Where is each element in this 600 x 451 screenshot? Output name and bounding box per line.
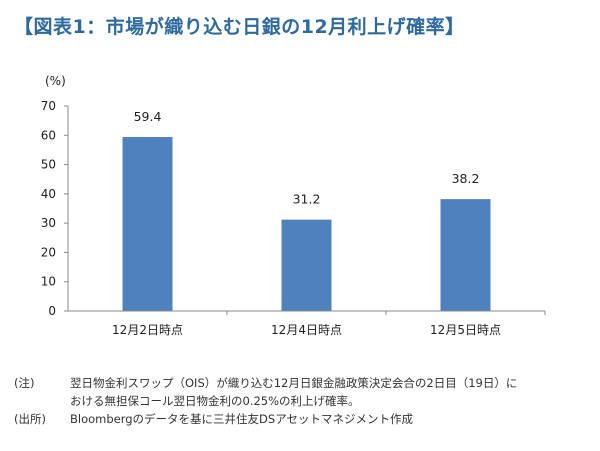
y-axis: 0 10 20 30 40 50 60 70 — [41, 99, 69, 318]
y-tick-label: 20 — [41, 245, 56, 259]
y-tick-label: 0 — [48, 304, 56, 318]
y-tick-label: 50 — [41, 158, 56, 172]
bar — [440, 199, 491, 311]
y-axis-unit-label: (%) — [45, 74, 66, 88]
x-category-label: 12月4日時点 — [271, 323, 342, 337]
source-key: (出所) — [14, 412, 46, 426]
y-tick-label: 30 — [41, 216, 56, 230]
bar — [122, 137, 173, 311]
note-line-1: 翌日物金利スワップ（OIS）が織り込む12月日銀金融政策決定会合の2日目（19日… — [70, 376, 518, 390]
y-tick-label: 60 — [41, 128, 56, 142]
bar-value-label: 59.4 — [134, 109, 162, 124]
x-category-label: 12月2日時点 — [112, 323, 183, 337]
bar — [281, 219, 332, 311]
bar-value-label: 38.2 — [452, 171, 480, 186]
chart-title: 【図表1：市場が織り込む日銀の12月利上げ確率】 — [14, 16, 465, 38]
source-text: Bloombergのデータを基に三井住友DSアセットマネジメント作成 — [70, 412, 413, 426]
y-tick-label: 10 — [41, 275, 56, 289]
bar-value-label: 31.2 — [293, 192, 321, 207]
y-tick-label: 40 — [41, 187, 56, 201]
y-tick-label: 70 — [41, 99, 56, 113]
footnotes: (注) 翌日物金利スワップ（OIS）が織り込む12月日銀金融政策決定会合の2日目… — [14, 374, 517, 428]
x-axis: 12月2日時点 12月4日時点 12月5日時点 — [68, 310, 546, 337]
bars-group: 59.4 31.2 38.2 — [122, 109, 491, 311]
note-key: (注) — [14, 376, 35, 390]
note-line-2: おける無担保コール翌日物金利の0.25%の利上げ確率。 — [70, 394, 360, 408]
x-category-label: 12月5日時点 — [430, 323, 501, 337]
